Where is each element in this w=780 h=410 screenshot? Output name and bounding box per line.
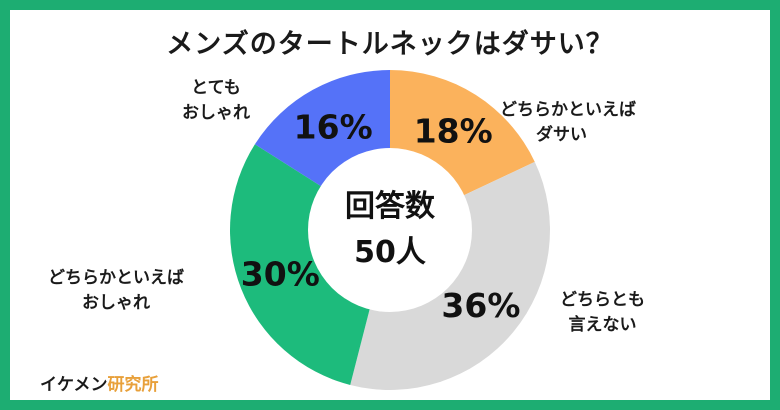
category-label-neutral: どちらとも 言えない <box>560 288 645 338</box>
chart-title: メンズのタートルネックはダサい？ <box>166 29 614 60</box>
category-label-line: おしゃれ <box>182 103 250 123</box>
category-label-line: どちらとも <box>560 290 645 310</box>
percent-label-very-oshare: 16% <box>294 108 373 147</box>
brand-text-part2: 研究所 <box>107 375 159 395</box>
donut-hole <box>308 148 472 312</box>
category-label-dasai: どちらかといえば ダサい <box>500 98 636 148</box>
category-label-line: どちらかといえば <box>500 100 636 120</box>
category-label-line: ダサい <box>536 125 587 145</box>
slice-oshare <box>230 144 390 385</box>
center-label-line2: 50人 <box>354 235 426 270</box>
brand-text-part1: イケメン <box>40 375 108 395</box>
percent-label-group: 18% 36% 30% 16% <box>241 108 521 326</box>
category-label-line: 言えない <box>568 315 637 335</box>
category-label-very-oshare: とても おしゃれ <box>182 76 250 126</box>
category-label-oshare: どちらかといえば おしゃれ <box>48 266 184 316</box>
category-label-line: どちらかといえば <box>48 268 184 288</box>
category-label-line: おしゃれ <box>82 293 150 313</box>
category-label-line: とても <box>191 78 241 98</box>
brand-logo: イケメン研究所 <box>40 370 159 395</box>
percent-label-oshare: 30% <box>241 254 320 293</box>
percent-label-neutral: 36% <box>441 286 520 325</box>
percent-label-dasai: 18% <box>414 111 493 150</box>
center-label-line1: 回答数 <box>345 189 436 224</box>
